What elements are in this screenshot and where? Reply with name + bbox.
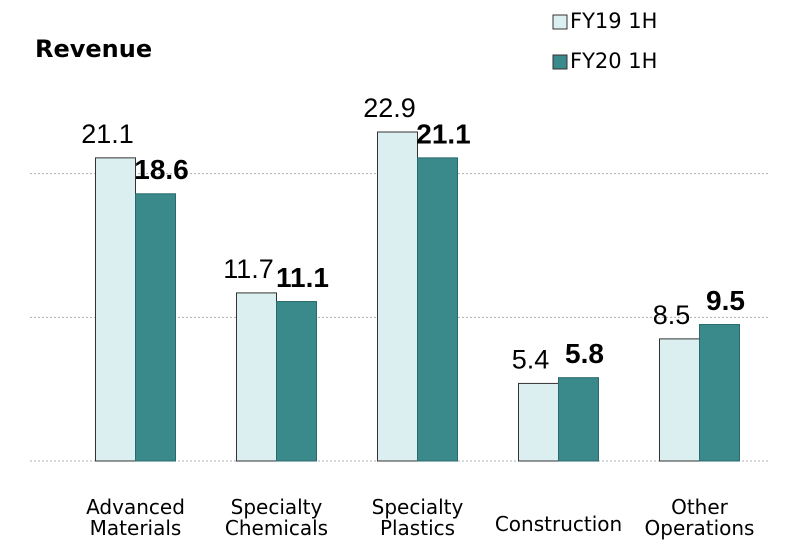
bar: [95, 157, 136, 462]
bar: [236, 292, 277, 462]
value-label: 21.1: [416, 118, 471, 149]
bar: [659, 338, 700, 462]
x-tick-label-line: Specialty: [231, 495, 323, 519]
value-label: 11.7: [223, 254, 274, 284]
legend-label: FY19 1H: [570, 9, 657, 33]
bar: [377, 131, 418, 462]
x-tick-label-line: Specialty: [372, 495, 464, 519]
x-tick-label-line: Chemicals: [225, 516, 328, 540]
bar: [135, 193, 176, 462]
bar: [518, 382, 559, 462]
x-tick-label-line: Plastics: [380, 516, 455, 540]
x-tick-label: Other Operations: [645, 495, 755, 540]
value-label: 5.8: [565, 338, 604, 369]
value-label: 21.1: [81, 119, 134, 149]
x-tick-label: Advanced Materials: [86, 495, 185, 540]
bar: [417, 157, 458, 462]
value-label: 11.1: [276, 262, 329, 293]
legend-swatch: [552, 54, 568, 70]
x-tick-label-line: Materials: [90, 516, 182, 540]
value-label: 22.9: [363, 93, 416, 123]
bar: [699, 324, 740, 462]
legend-swatch: [552, 14, 568, 30]
x-tick-label: Construction: [495, 512, 622, 536]
x-tick-label: Specialty Plastics: [372, 495, 464, 540]
bar: [558, 377, 599, 462]
legend-label: FY20 1H: [570, 49, 657, 73]
x-tick-label-line: Construction: [495, 512, 622, 536]
value-label: 9.5: [706, 285, 745, 316]
value-label: 5.4: [512, 345, 550, 375]
x-tick-label-line: Operations: [645, 516, 755, 540]
x-tick-label-line: Advanced: [86, 495, 185, 519]
x-tick-label-line: Other: [671, 495, 729, 519]
bar: [276, 301, 317, 462]
x-tick-label: Specialty Chemicals: [225, 495, 328, 540]
chart-title: Revenue: [35, 35, 152, 63]
value-label: 18.6: [134, 154, 189, 185]
value-label: 8.5: [653, 300, 691, 330]
